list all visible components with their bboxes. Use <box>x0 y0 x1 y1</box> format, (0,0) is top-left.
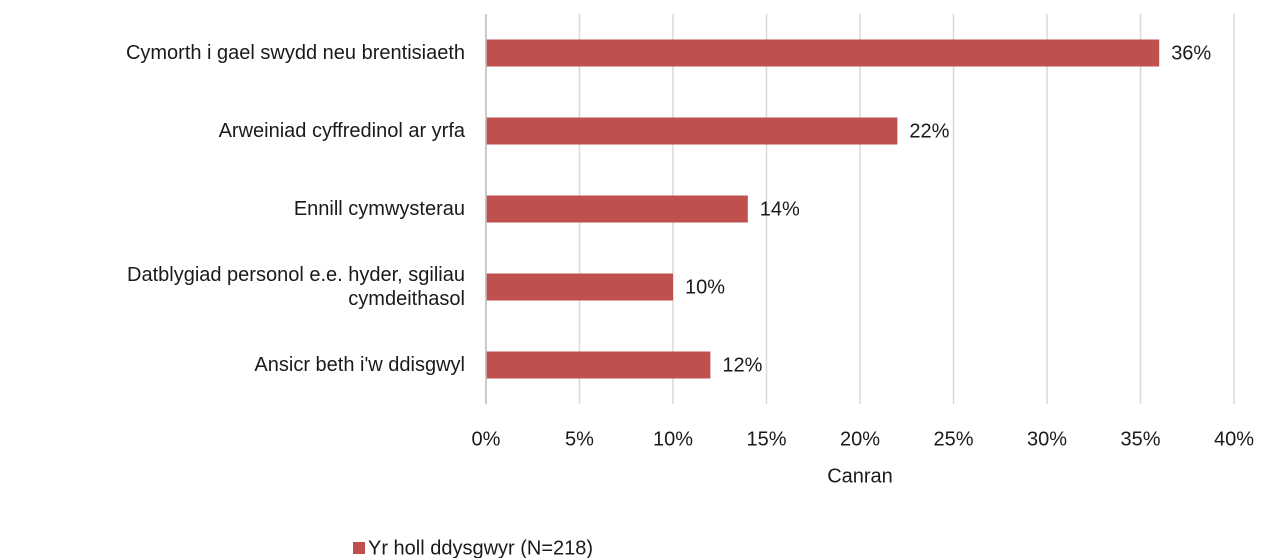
x-tick-label: 35% <box>1120 428 1160 450</box>
x-tick-label: 0% <box>472 428 501 450</box>
bar <box>486 273 673 301</box>
data-label: 14% <box>760 198 800 220</box>
x-axis-title: Canran <box>827 465 893 487</box>
legend-label: Yr holl ddysgwyr (N=218) <box>368 537 593 558</box>
y-tick-label: Arweiniad cyffredinol ar yrfa <box>218 120 465 142</box>
x-tick-label: 10% <box>653 428 693 450</box>
x-tick-label: 25% <box>933 428 973 450</box>
bar <box>486 351 711 379</box>
data-label: 10% <box>685 276 725 298</box>
x-tick-label: 40% <box>1214 428 1254 450</box>
x-tick-label: 20% <box>840 428 880 450</box>
x-tick-label: 30% <box>1027 428 1067 450</box>
bar <box>486 39 1160 67</box>
x-tick-label: 15% <box>746 428 786 450</box>
legend-swatch <box>353 542 365 554</box>
y-tick-label: Ansicr beth i'w ddisgwyl <box>254 354 465 376</box>
y-tick-label: Cymorth i gael swydd neu brentisiaeth <box>125 42 465 64</box>
data-label: 36% <box>1171 42 1211 64</box>
y-tick-label: Ennill cymwysterau <box>293 198 465 220</box>
data-label: 22% <box>909 120 949 142</box>
bar <box>486 117 898 145</box>
bar <box>486 195 748 223</box>
data-label: 12% <box>722 354 762 376</box>
y-tick-label: Datblygiad personol e.e. hyder, sgiliau … <box>127 264 465 310</box>
x-tick-label: 5% <box>565 428 594 450</box>
